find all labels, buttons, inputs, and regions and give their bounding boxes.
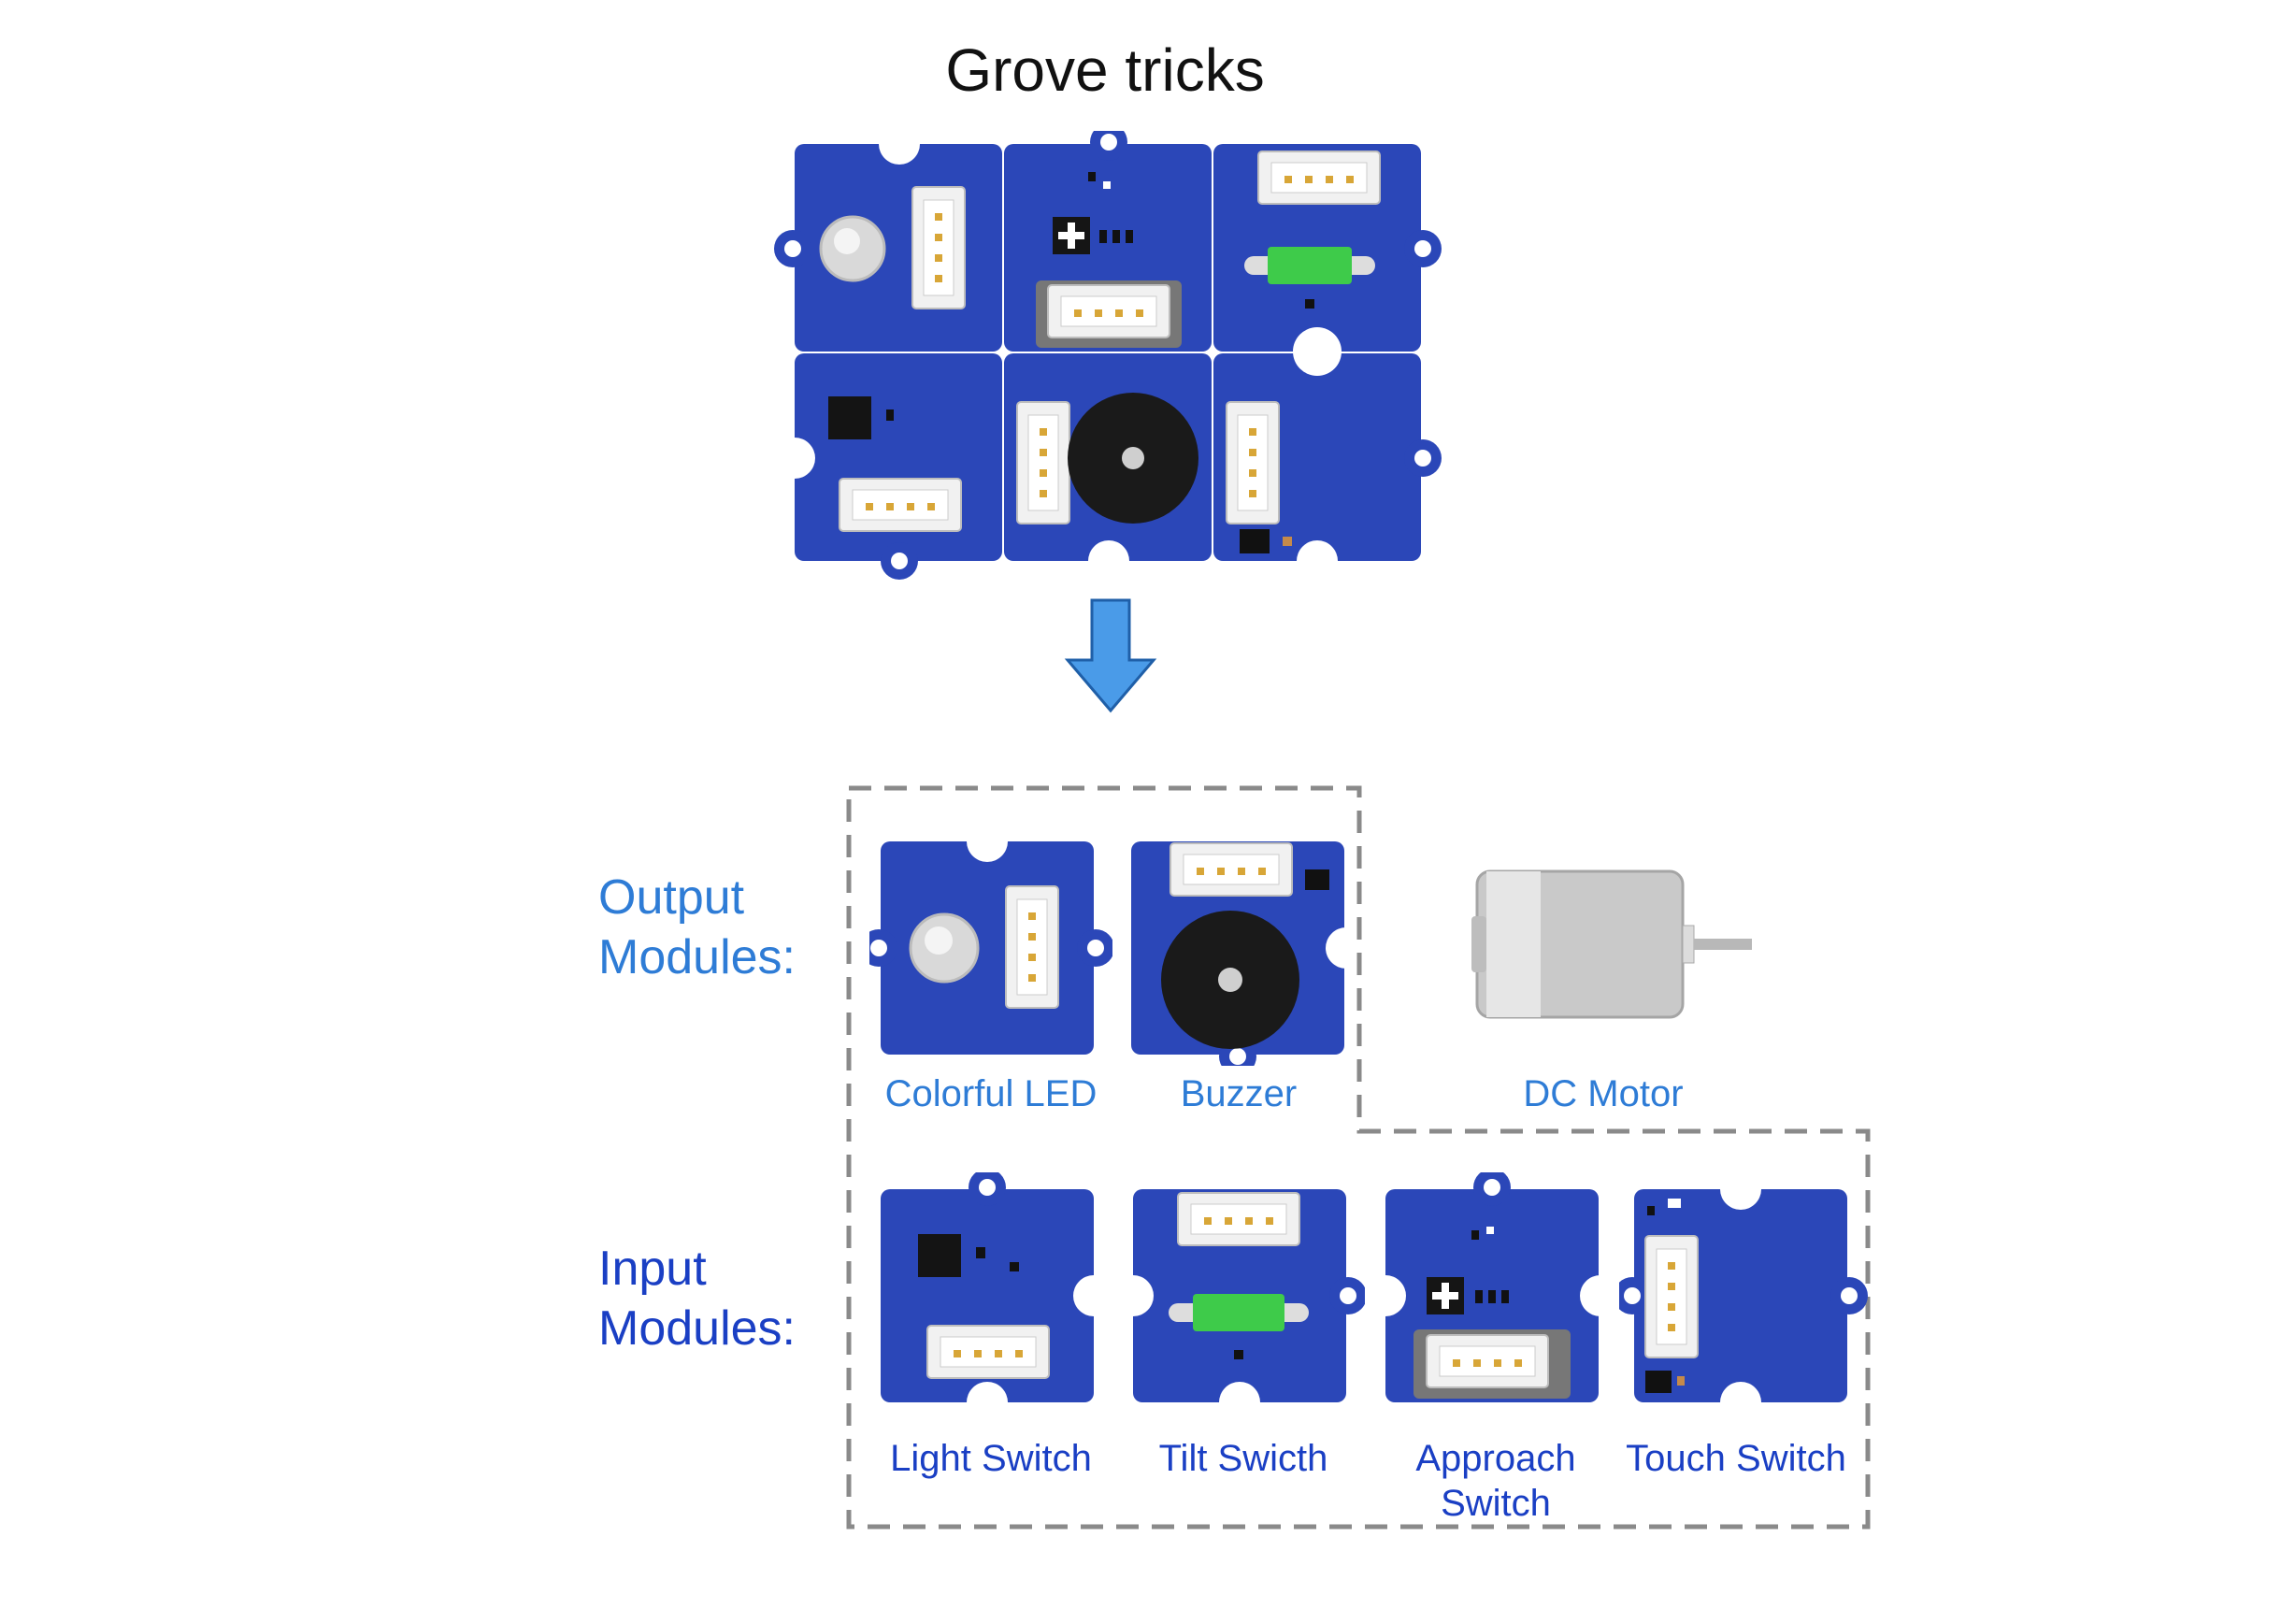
dc-motor-caption: DC Motor <box>1523 1073 1684 1114</box>
down-arrow-icon <box>1064 598 1157 714</box>
touch-switch-caption: Touch Switch <box>1626 1438 1846 1479</box>
light-switch-caption: Light Switch <box>890 1438 1092 1479</box>
combined-grove-board <box>772 131 1445 580</box>
tilt-switch-module <box>1122 1172 1365 1406</box>
output-modules-label: Output Modules: <box>598 868 796 987</box>
input-label-line1: Input <box>598 1242 707 1296</box>
approach-switch-caption-line1: Approach <box>1415 1438 1576 1479</box>
colorful-led-module <box>869 832 1112 1066</box>
output-label-line2: Modules: <box>598 930 796 984</box>
diagram-title: Grove tricks <box>945 36 1265 104</box>
input-modules-label: Input Modules: <box>598 1239 796 1358</box>
light-switch-module <box>869 1172 1112 1406</box>
approach-switch-caption-line2: Switch <box>1441 1483 1551 1524</box>
touch-switch-module <box>1619 1172 1872 1406</box>
buzzer-module <box>1122 832 1356 1066</box>
approach-switch-module <box>1374 1172 1617 1406</box>
approach-switch-caption: Approach Switch <box>1365 1436 1627 1526</box>
buzzer-caption: Buzzer <box>1180 1073 1298 1114</box>
dc-motor-image <box>1449 860 1758 1028</box>
colorful-led-caption: Colorful LED <box>884 1073 1098 1114</box>
tilt-switch-caption: Tilt Swicth <box>1158 1438 1328 1479</box>
input-label-line2: Modules: <box>598 1301 796 1356</box>
output-label-line1: Output <box>598 870 745 925</box>
